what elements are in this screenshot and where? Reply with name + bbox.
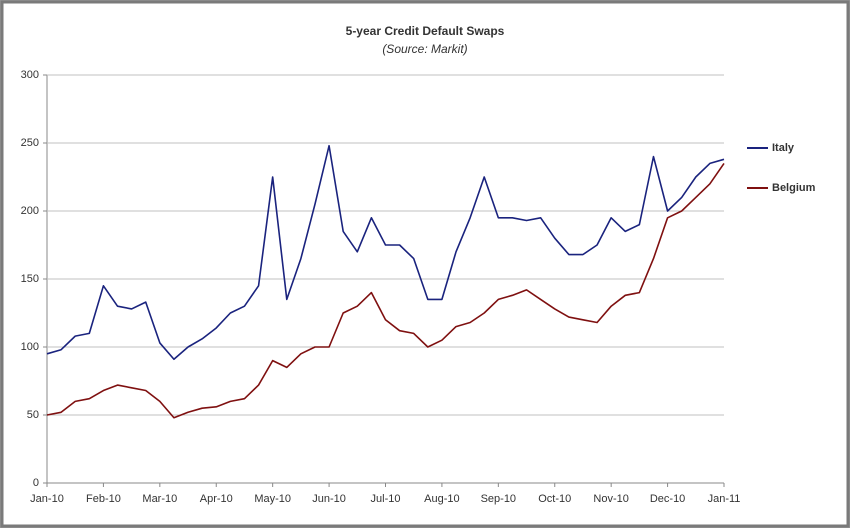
x-tick-label: Jan-10	[30, 493, 64, 505]
x-tick-label: Mar-10	[142, 493, 177, 505]
x-tick-label: Aug-10	[424, 493, 459, 505]
legend-label: Italy	[772, 142, 795, 154]
x-tick-label: Jun-10	[312, 493, 346, 505]
x-tick-label: Jan-11	[708, 493, 741, 505]
x-tick-label: May-10	[254, 493, 291, 505]
x-tick-label: Sep-10	[481, 493, 516, 505]
x-tick-label: Dec-10	[650, 493, 685, 505]
y-tick-label: 0	[33, 477, 39, 489]
chart-subtitle: (Source: Markit)	[382, 42, 467, 56]
y-tick-label: 250	[21, 137, 39, 149]
x-tick-label: Apr-10	[200, 493, 233, 505]
chart-title: 5-year Credit Default Swaps	[346, 24, 505, 38]
y-tick-label: 100	[21, 341, 39, 353]
x-tick-label: Oct-10	[538, 493, 571, 505]
legend-label: Belgium	[772, 182, 816, 194]
line-series	[46, 144, 725, 361]
x-tick-label: Jul-10	[371, 493, 401, 505]
x-tick-label: Nov-10	[593, 493, 628, 505]
y-tick-label: 50	[27, 409, 39, 421]
line-series	[46, 162, 725, 419]
y-tick-label: 300	[21, 69, 39, 81]
y-tick-label: 150	[21, 273, 39, 285]
y-tick-label: 200	[21, 205, 39, 217]
x-tick-label: Feb-10	[86, 493, 121, 505]
